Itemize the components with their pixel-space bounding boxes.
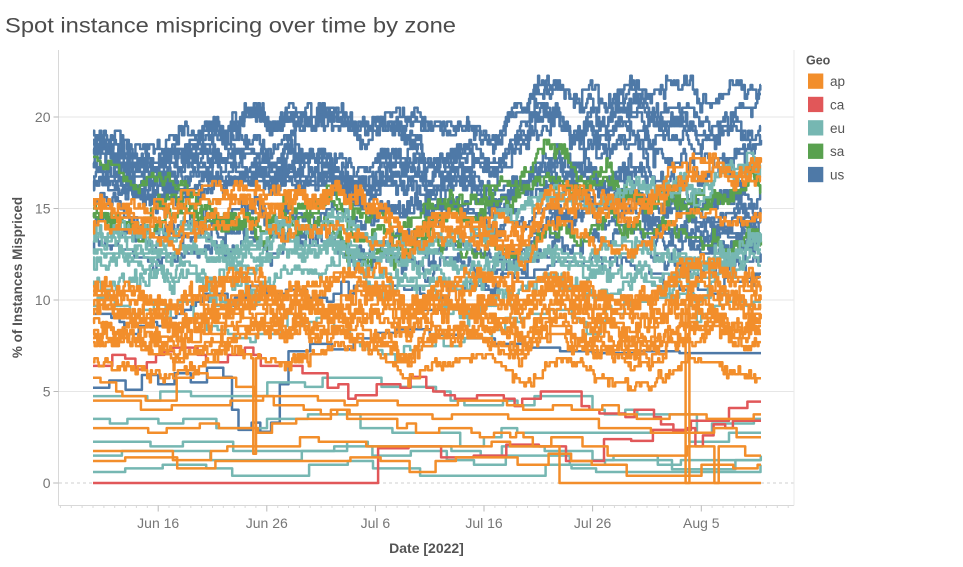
svg-text:Date [2022]: Date [2022]: [389, 540, 464, 556]
svg-text:ca: ca: [830, 97, 845, 112]
svg-text:Jun 16: Jun 16: [137, 515, 179, 531]
svg-text:10: 10: [35, 292, 51, 308]
svg-text:Jul 26: Jul 26: [574, 515, 612, 531]
svg-text:Jul 6: Jul 6: [361, 515, 391, 531]
svg-text:% of Instances Mispriced: % of Instances Mispriced: [10, 197, 25, 358]
svg-text:ap: ap: [830, 74, 845, 89]
svg-text:eu: eu: [830, 121, 845, 136]
svg-text:5: 5: [43, 383, 51, 399]
svg-text:us: us: [830, 168, 845, 183]
svg-text:Aug 5: Aug 5: [683, 515, 720, 531]
svg-text:0: 0: [43, 475, 51, 491]
svg-text:20: 20: [35, 109, 51, 125]
svg-text:sa: sa: [830, 144, 845, 159]
svg-text:Spot instance mispricing over: Spot instance mispricing over time by zo…: [5, 14, 456, 38]
svg-text:Geo: Geo: [806, 54, 831, 68]
svg-text:Jul 16: Jul 16: [465, 515, 503, 531]
svg-text:Jun 26: Jun 26: [246, 515, 288, 531]
svg-text:15: 15: [35, 200, 51, 216]
